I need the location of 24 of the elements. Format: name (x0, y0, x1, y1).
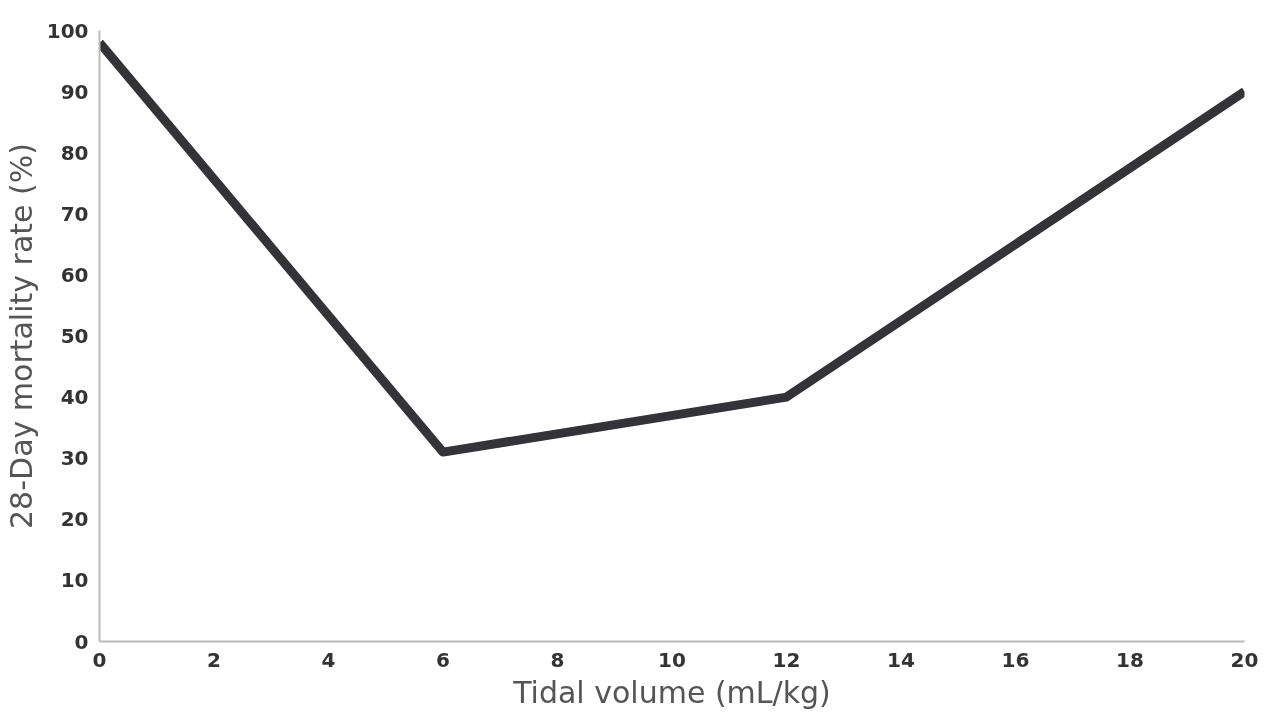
y-axis-title: 28-Day mortality rate (%) (3, 143, 39, 529)
x-tick-label: 16 (1001, 647, 1030, 672)
x-tick-label: 4 (321, 647, 336, 672)
x-tick-label: 6 (436, 647, 450, 672)
y-tick-label: 50 (60, 324, 89, 348)
y-tick-label: 40 (60, 385, 89, 410)
x-tick-label: 12 (772, 647, 801, 672)
y-tick-label: 10 (60, 568, 89, 593)
x-tick-label: 14 (887, 647, 915, 672)
x-tick-label: 0 (92, 647, 107, 672)
x-tick-label: 10 (658, 647, 686, 672)
x-tick-label: 18 (1116, 647, 1144, 672)
x-axis-title: Tidal volume (mL/kg) (512, 674, 831, 710)
y-tick-label: 0 (74, 629, 89, 654)
y-tick-label: 20 (60, 507, 89, 532)
x-tick-label: 20 (1230, 647, 1259, 672)
x-tick-label: 8 (550, 647, 565, 672)
y-tick-label: 60 (60, 262, 89, 287)
y-tick-label: 70 (60, 201, 89, 226)
y-tick-label: 80 (60, 140, 89, 165)
y-tick-label: 100 (46, 18, 89, 43)
x-tick-label: 2 (207, 647, 221, 672)
y-tick-label: 30 (60, 446, 89, 471)
y-tick-label: 90 (60, 79, 89, 104)
